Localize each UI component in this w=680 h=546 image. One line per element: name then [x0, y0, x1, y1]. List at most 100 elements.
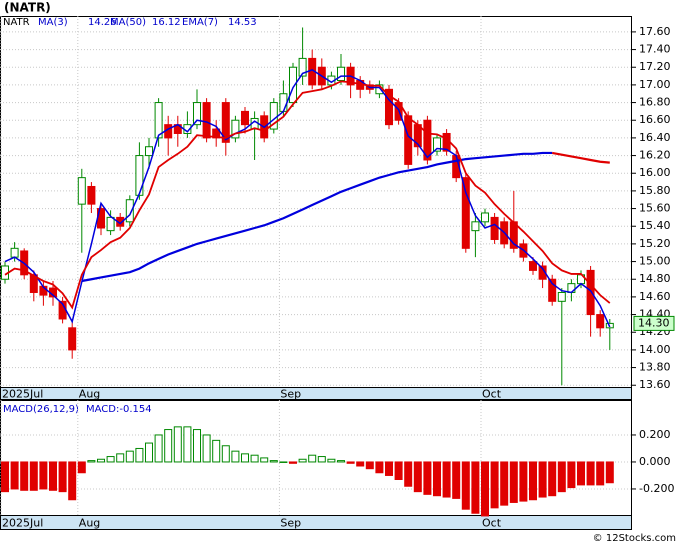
candle-body	[145, 146, 153, 157]
candle-body	[10, 247, 19, 258]
candle-body	[490, 216, 499, 240]
candle-body	[202, 102, 211, 139]
macd-bar	[500, 461, 509, 506]
y-tick-label: 14.80	[639, 272, 671, 285]
macd-bar	[231, 450, 240, 463]
candle-body	[87, 185, 96, 205]
macd-bar	[29, 461, 38, 491]
candle-body	[471, 221, 480, 232]
y-tick-label: 15.80	[639, 184, 671, 197]
candle-body	[461, 177, 470, 249]
macd-bar	[442, 461, 451, 498]
macd-bar	[106, 456, 115, 463]
x-tick-label: Aug	[79, 517, 100, 530]
y-tick-label: 13.60	[639, 378, 671, 391]
y-tick-label: 16.00	[639, 166, 671, 179]
macd-bar	[413, 461, 422, 493]
macd-bar	[49, 461, 57, 491]
candle-body	[548, 278, 557, 302]
macd-bar	[404, 461, 413, 487]
candle-body	[193, 102, 201, 126]
macd-bar	[567, 461, 576, 489]
x-tick-label: Aug	[79, 388, 100, 401]
macd-bar	[269, 460, 278, 463]
macd-bar	[250, 454, 259, 463]
macd-bar	[116, 453, 125, 463]
macd-bar	[433, 461, 441, 497]
macd-bar	[481, 461, 489, 517]
macd-bar	[10, 461, 19, 490]
macd-bar	[193, 429, 201, 463]
candle-body	[231, 119, 240, 139]
macd-bar	[97, 458, 105, 463]
y-tick-label: 16.40	[639, 131, 671, 144]
indicator-line	[552, 151, 610, 164]
indicator-line	[81, 151, 553, 283]
candle-body	[106, 216, 115, 232]
y-tick-label: 17.00	[639, 78, 671, 91]
candle-body	[289, 66, 297, 104]
date-strip	[0, 387, 632, 400]
macd-bar	[375, 461, 384, 474]
legend-entry: MA(50)	[110, 17, 146, 28]
y-tick-label: 15.40	[639, 219, 671, 232]
macd-bar	[346, 461, 355, 464]
macd-bar	[423, 461, 432, 495]
candle-body	[433, 137, 441, 152]
legend-entry: MA(3)	[38, 17, 68, 28]
macd-bar	[87, 460, 96, 463]
y-tick-label: 16.60	[639, 113, 671, 126]
y-tick-label: 15.00	[639, 255, 671, 268]
candle-body	[125, 199, 134, 223]
date-strip	[0, 515, 632, 530]
macd-bar	[145, 442, 153, 463]
candle-body	[298, 57, 307, 77]
last-price-box	[633, 315, 675, 331]
y-tick-label: 0.000	[639, 455, 671, 468]
candle-body	[538, 265, 547, 280]
macd-bar	[125, 450, 134, 463]
macd-bar	[241, 453, 249, 463]
macd-bar	[577, 461, 585, 486]
x-tick-label: 2025Jul	[2, 517, 43, 530]
candle-body	[481, 212, 489, 223]
macd-bar	[509, 461, 518, 503]
candle-body	[385, 88, 393, 126]
macd-bar	[202, 434, 211, 463]
macd-bar	[317, 456, 326, 463]
macd-bar	[135, 447, 144, 463]
macd-value: MACD:-0.154	[86, 404, 152, 415]
legend-value: 16.12	[152, 17, 181, 28]
macd-bar	[58, 461, 67, 493]
y-tick-label: 15.20	[639, 237, 671, 250]
macd-bar	[394, 461, 403, 481]
macd-bar	[154, 434, 163, 463]
x-tick-label: Oct	[482, 517, 502, 530]
y-tick-label: 17.60	[639, 25, 671, 38]
y-tick-label: -0.200	[639, 482, 674, 495]
macd-bar	[461, 461, 470, 510]
candle-body	[154, 102, 163, 139]
macd-bar	[212, 439, 221, 463]
macd-bar	[452, 461, 461, 499]
macd-bar	[289, 461, 297, 464]
indicator-line	[4, 69, 611, 328]
y-tick-label: 13.80	[639, 361, 671, 374]
y-tick-label: 14.00	[639, 343, 671, 356]
macd-bar	[327, 458, 336, 463]
macd-bar	[39, 461, 48, 490]
candle-body	[221, 102, 230, 143]
macd-bar	[68, 461, 77, 501]
macd-bar	[519, 461, 528, 502]
indicator-line	[4, 80, 611, 310]
candle-body	[77, 177, 86, 205]
macd-bar	[221, 445, 230, 463]
macd-bar	[490, 461, 499, 509]
last-price-label: 14.30	[638, 316, 670, 329]
candle-body	[68, 327, 77, 351]
x-tick-label: Oct	[482, 388, 502, 401]
macd-bar	[337, 460, 345, 463]
y-tick-label: 15.60	[639, 202, 671, 215]
candle-body	[529, 261, 537, 271]
